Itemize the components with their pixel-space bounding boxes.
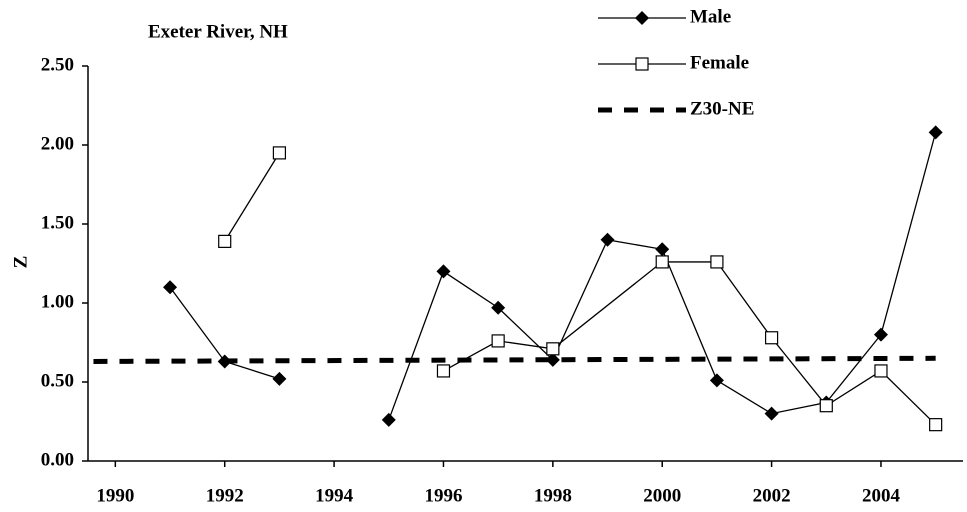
x-tick-label: 2004 <box>862 485 901 506</box>
legend-label: Z30-NE <box>690 98 754 119</box>
marker <box>710 255 724 269</box>
marker <box>874 364 888 378</box>
marker <box>929 418 943 432</box>
x-tick-label: 2000 <box>643 485 681 506</box>
y-tick-label: 1.50 <box>41 212 74 233</box>
marker <box>655 242 670 257</box>
series-line <box>224 152 937 426</box>
marker <box>764 331 779 345</box>
x-tick-label: 1994 <box>315 485 354 506</box>
chart-title: Exeter River, NH <box>148 21 288 42</box>
x-tick-label: 1990 <box>96 485 134 506</box>
legend-label: Female <box>690 52 749 73</box>
marker <box>491 334 505 348</box>
marker <box>764 406 779 421</box>
x-tick-label: 2002 <box>753 485 791 506</box>
series-line <box>169 132 937 421</box>
y-tick-label: 0.50 <box>41 370 74 391</box>
marker <box>491 300 506 315</box>
x-tick-label: 1992 <box>206 485 244 506</box>
y-tick-label: 1.00 <box>41 291 74 312</box>
marker <box>709 373 724 388</box>
y-axis-label: Z <box>10 256 31 269</box>
marker <box>436 264 451 279</box>
y-tick-label: 2.00 <box>41 133 74 154</box>
marker <box>928 125 943 140</box>
marker <box>272 371 287 386</box>
marker <box>381 412 396 427</box>
y-tick-label: 2.50 <box>41 54 74 75</box>
marker <box>655 255 669 269</box>
marker <box>272 146 287 160</box>
marker <box>546 342 560 356</box>
marker <box>819 399 833 413</box>
marker <box>873 327 888 342</box>
series-line <box>93 355 936 364</box>
marker <box>163 280 178 295</box>
legend-label: Male <box>690 6 731 27</box>
marker <box>545 352 560 367</box>
x-tick-label: 1996 <box>424 485 462 506</box>
legend-marker <box>635 57 649 71</box>
y-tick-label: 0.00 <box>41 449 74 470</box>
marker <box>600 232 615 247</box>
marker <box>436 364 451 378</box>
marker <box>218 234 232 248</box>
legend-marker <box>635 11 649 25</box>
x-tick-label: 1998 <box>534 485 572 506</box>
